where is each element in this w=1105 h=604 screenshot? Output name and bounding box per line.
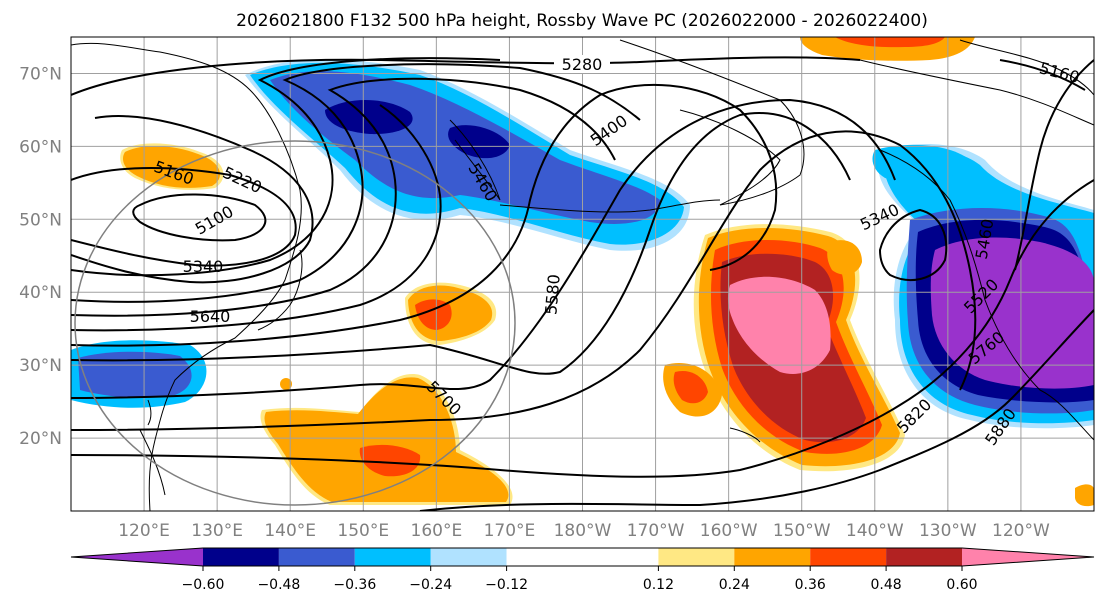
contour-5880 (419, 309, 1094, 511)
coastlines (71, 39, 1094, 511)
chart-title: 2026021800 F132 500 hPa height, Rossby W… (236, 11, 928, 31)
shade-alaska-cyan (872, 144, 972, 183)
colorbar-tick-label: −0.48 (257, 577, 300, 593)
coast-japan (257, 249, 303, 331)
colorbar-extend-high (962, 548, 1094, 566)
coast-canada (859, 59, 1094, 126)
colorbar-tick-label: −0.36 (333, 577, 376, 593)
y-tick-label: 20°N (19, 429, 62, 449)
colorbar-tick-label: 0.48 (871, 577, 902, 593)
contour-label-5340: 5340 (183, 257, 224, 276)
coast-alaska (619, 39, 805, 206)
x-tick-label: 140°W (846, 521, 904, 541)
colorbar-tick-label: 0.60 (946, 577, 977, 593)
colorbar-tick-label: 0.24 (719, 577, 750, 593)
x-tick-label: 140°E (264, 521, 316, 541)
x-tick-label: 130°E (191, 521, 243, 541)
contour-5700 (71, 98, 896, 399)
x-tick-label: 120°E (118, 521, 170, 541)
colorbar-segment (658, 548, 735, 566)
x-tick-label: 150°W (773, 521, 831, 541)
contour-5520 (71, 104, 442, 332)
colorbar-segment (278, 548, 355, 566)
contour-5640 (71, 112, 851, 375)
x-tick-label: 120°W (992, 521, 1050, 541)
colorbar-segment (886, 548, 962, 566)
contour-5160 (71, 167, 297, 267)
shade-nw-navy-2 (448, 125, 510, 159)
contour-5160-ne (999, 59, 1086, 91)
coast-kamchatka (449, 119, 501, 201)
contour-label-5280: 5280 (562, 55, 603, 74)
coast-taiwan (147, 399, 152, 426)
coast-aleutians (499, 199, 721, 213)
contour-5280 (71, 56, 861, 96)
y-tick-label: 70°N (19, 64, 62, 84)
shade-dot-orange (280, 378, 292, 390)
y-axis-ticks: 70°N 60°N 50°N 40°N 30°N 20°N (19, 64, 62, 449)
gc-circle (74, 140, 516, 506)
x-tick-label: 170°E (484, 521, 536, 541)
shade-nw-navy (325, 100, 413, 135)
colorbar-tick-label: 0.12 (643, 577, 674, 593)
colorbar-segment (734, 548, 811, 566)
coast-na-west (879, 149, 1094, 441)
shade-se-orange (1075, 484, 1094, 507)
contour-5400 (71, 63, 641, 303)
y-tick-label: 60°N (19, 137, 62, 157)
contour-5340-east (878, 208, 948, 281)
x-tick-label: 180°W (554, 521, 612, 541)
x-tick-label: 130°W (919, 521, 977, 541)
map-frame (70, 36, 1095, 512)
shade-st-orange (264, 377, 509, 502)
shade-st-orangered (359, 444, 421, 477)
y-tick-label: 30°N (19, 356, 62, 376)
height-contours (71, 56, 1094, 511)
contour-5460 (71, 77, 616, 317)
contour-label-5580: 5580 (541, 273, 563, 315)
contour-5760 (71, 130, 977, 431)
colorbar-tick-label: −0.60 (182, 577, 225, 593)
contour-5820 (71, 179, 1094, 478)
colorbar-segment (354, 548, 431, 566)
contour-label-bg (554, 55, 610, 73)
contour-5220 (71, 115, 314, 284)
x-tick-label: 150°E (337, 521, 389, 541)
colorbar-tick-label: −0.24 (409, 577, 452, 593)
x-tick-label: 160°W (700, 521, 758, 541)
shade-japan-blue (78, 351, 192, 398)
y-tick-label: 50°N (19, 210, 62, 230)
colorbar-segment (203, 548, 279, 566)
contour-5640-ne (1014, 59, 1094, 271)
shade-np-ext-orangered (673, 370, 708, 404)
shade-arctic-orangered (835, 37, 945, 48)
colorbar-extend-low (71, 548, 203, 566)
colorbar-ticks: −0.60 −0.48 −0.36 −0.24 −0.12 0.12 0.24 0.36 0.4… (182, 566, 978, 593)
shade-np-pink (727, 276, 831, 374)
colorbar-segment (430, 548, 507, 566)
y-tick-label: 40°N (19, 283, 62, 303)
coast-arctic (959, 39, 1094, 96)
contour-label-5640: 5640 (190, 307, 231, 326)
shade-mp-orangered (415, 299, 452, 330)
map-area (71, 37, 1094, 511)
colorbar-tick-label: −0.12 (485, 577, 528, 593)
gridlines (71, 37, 1094, 511)
coast-hawaii (729, 427, 761, 443)
shade-np-small-orange (827, 240, 862, 275)
colorbar (70, 547, 1095, 567)
coast-philippines (139, 429, 166, 496)
coast-asia (71, 42, 302, 511)
colorbar-tick-label: 0.36 (795, 577, 826, 593)
contour-5580 (71, 83, 778, 347)
contour-5340 (71, 57, 501, 277)
x-tick-label: 170°W (627, 521, 685, 541)
contour-5100 (132, 193, 267, 242)
shade-sib-orange (122, 146, 221, 188)
x-axis-ticks: 120°E 130°E 140°E 150°E 160°E 170°E 180°W 170°W… (118, 521, 1050, 541)
colorbar-segment (810, 548, 887, 566)
colorbar-segment (506, 548, 659, 566)
x-tick-label: 160°E (411, 521, 463, 541)
